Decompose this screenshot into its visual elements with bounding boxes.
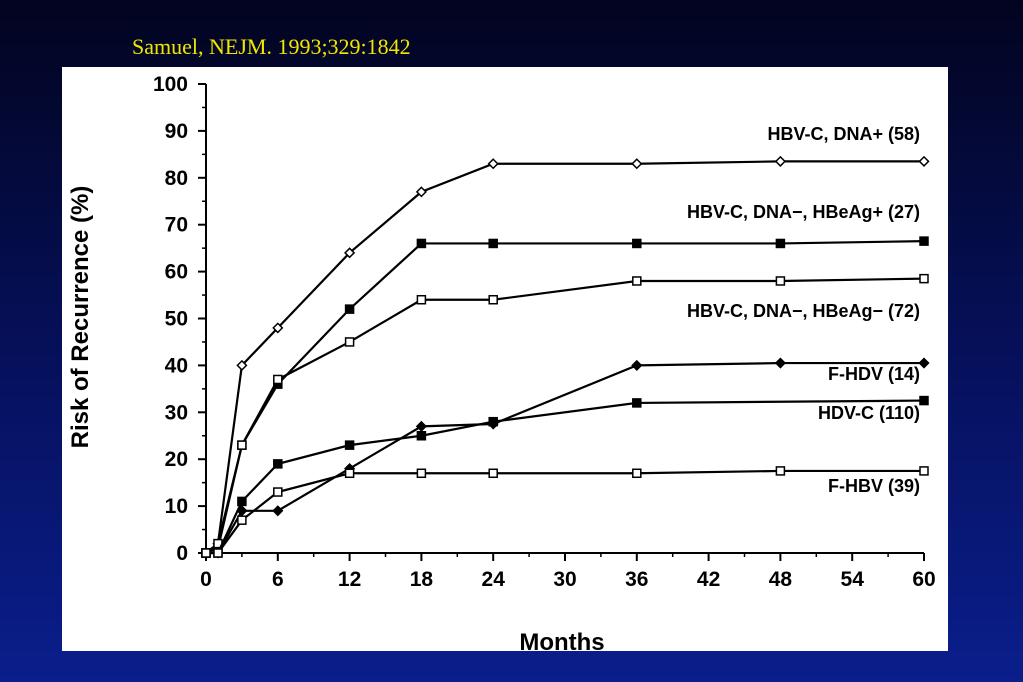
data-point xyxy=(632,398,642,408)
x-tick-label: 6 xyxy=(272,568,284,591)
x-tick-label: 30 xyxy=(553,568,576,591)
data-point xyxy=(487,158,499,170)
data-point xyxy=(344,440,355,450)
data-point xyxy=(344,247,356,259)
data-point xyxy=(631,359,643,371)
data-point xyxy=(774,357,786,369)
x-ticks: 0 6 12 18 24 30 36 42 48 54 60 xyxy=(200,553,936,591)
x-tick-label: 0 xyxy=(200,568,212,591)
x-axis-title: Months xyxy=(519,629,604,651)
data-point xyxy=(344,304,355,314)
data-point xyxy=(237,496,247,507)
data-point xyxy=(775,238,786,249)
y-tick-label: 100 xyxy=(153,73,188,96)
data-point xyxy=(273,487,283,497)
data-point xyxy=(237,515,247,525)
x-tick-label: 24 xyxy=(482,568,506,591)
citation-text: Samuel, NEJM. 1993;329:1842 xyxy=(132,34,411,59)
data-point xyxy=(918,357,930,369)
y-tick-label: 50 xyxy=(165,308,188,331)
data-point xyxy=(201,548,211,558)
data-point xyxy=(632,238,642,249)
data-point xyxy=(416,468,427,479)
y-tick-label: 0 xyxy=(176,542,188,565)
data-point xyxy=(919,273,929,284)
x-tick-label: 18 xyxy=(410,568,434,591)
data-point xyxy=(632,468,642,479)
y-tick-label: 90 xyxy=(165,120,188,143)
data-point xyxy=(918,155,930,167)
data-point xyxy=(236,359,248,371)
data-point xyxy=(919,395,929,406)
data-point xyxy=(488,238,498,249)
series-line xyxy=(205,277,925,554)
data-point xyxy=(775,466,786,476)
y-tick-label: 70 xyxy=(165,214,188,237)
y-tick-label: 60 xyxy=(165,261,188,284)
data-point xyxy=(488,416,498,427)
series-line xyxy=(206,469,924,555)
data-point xyxy=(344,337,355,347)
series-line xyxy=(205,240,925,555)
data-point xyxy=(488,294,498,305)
y-tick-label: 40 xyxy=(165,354,188,377)
series-label: HDV-C (110) xyxy=(818,403,920,423)
data-point xyxy=(632,276,642,286)
series-label: F-HDV (14) xyxy=(828,364,920,384)
data-point xyxy=(272,322,284,334)
series-line xyxy=(206,361,924,555)
series-line xyxy=(206,399,925,555)
x-tick-label: 60 xyxy=(912,568,935,591)
x-tick-label: 48 xyxy=(769,568,793,591)
x-tick-label: 12 xyxy=(338,568,361,591)
data-point xyxy=(775,276,786,286)
data-point xyxy=(919,466,929,476)
data-point xyxy=(273,374,283,385)
data-point xyxy=(488,468,498,479)
y-tick-label: 10 xyxy=(165,495,188,518)
line-chart: 0 6 12 18 24 30 36 42 48 54 60 0 10 20 30 40 50 60 70 80 90… xyxy=(67,73,936,651)
series-label: HBV-C, DNA−, HBeAg− (72) xyxy=(687,301,920,321)
data-point xyxy=(415,420,427,432)
data-point xyxy=(272,505,284,517)
chart-panel: 0 6 12 18 24 30 36 42 48 54 60 0 10 20 30 40 50 60 70 80 90… xyxy=(62,67,948,651)
data-point xyxy=(415,186,427,198)
data-point xyxy=(237,440,247,450)
series-lines xyxy=(200,155,930,559)
y-tick-label: 20 xyxy=(165,448,188,471)
series-label: HBV-C, DNA+ (58) xyxy=(767,124,920,144)
y-axis-title: Risk of Recurrence (%) xyxy=(67,186,94,449)
series-line xyxy=(205,160,924,554)
series-6 xyxy=(201,466,929,558)
y-ticks: 0 10 20 30 40 50 60 70 80 90 100 xyxy=(153,73,206,565)
data-point xyxy=(416,294,427,305)
data-point xyxy=(631,158,643,170)
series-labels: HBV-C, DNA+ (58) HBV-C, DNA−, HBeAg+ (27)… xyxy=(687,124,920,496)
data-point xyxy=(774,155,786,167)
data-point xyxy=(344,468,355,479)
y-tick-label: 30 xyxy=(165,401,188,424)
data-point xyxy=(416,238,427,249)
x-tick-label: 36 xyxy=(625,568,648,591)
data-point xyxy=(273,459,283,469)
x-tick-label: 54 xyxy=(841,568,865,591)
series-label: F-HBV (39) xyxy=(828,476,920,496)
x-tick-label: 42 xyxy=(697,568,720,591)
data-point xyxy=(213,548,223,558)
data-point xyxy=(416,431,427,441)
series-2 xyxy=(201,236,929,558)
series-4 xyxy=(200,357,930,559)
data-point xyxy=(919,236,929,246)
y-tick-label: 80 xyxy=(165,167,188,190)
series-label: HBV-C, DNA−, HBeAg+ (27) xyxy=(687,202,920,222)
